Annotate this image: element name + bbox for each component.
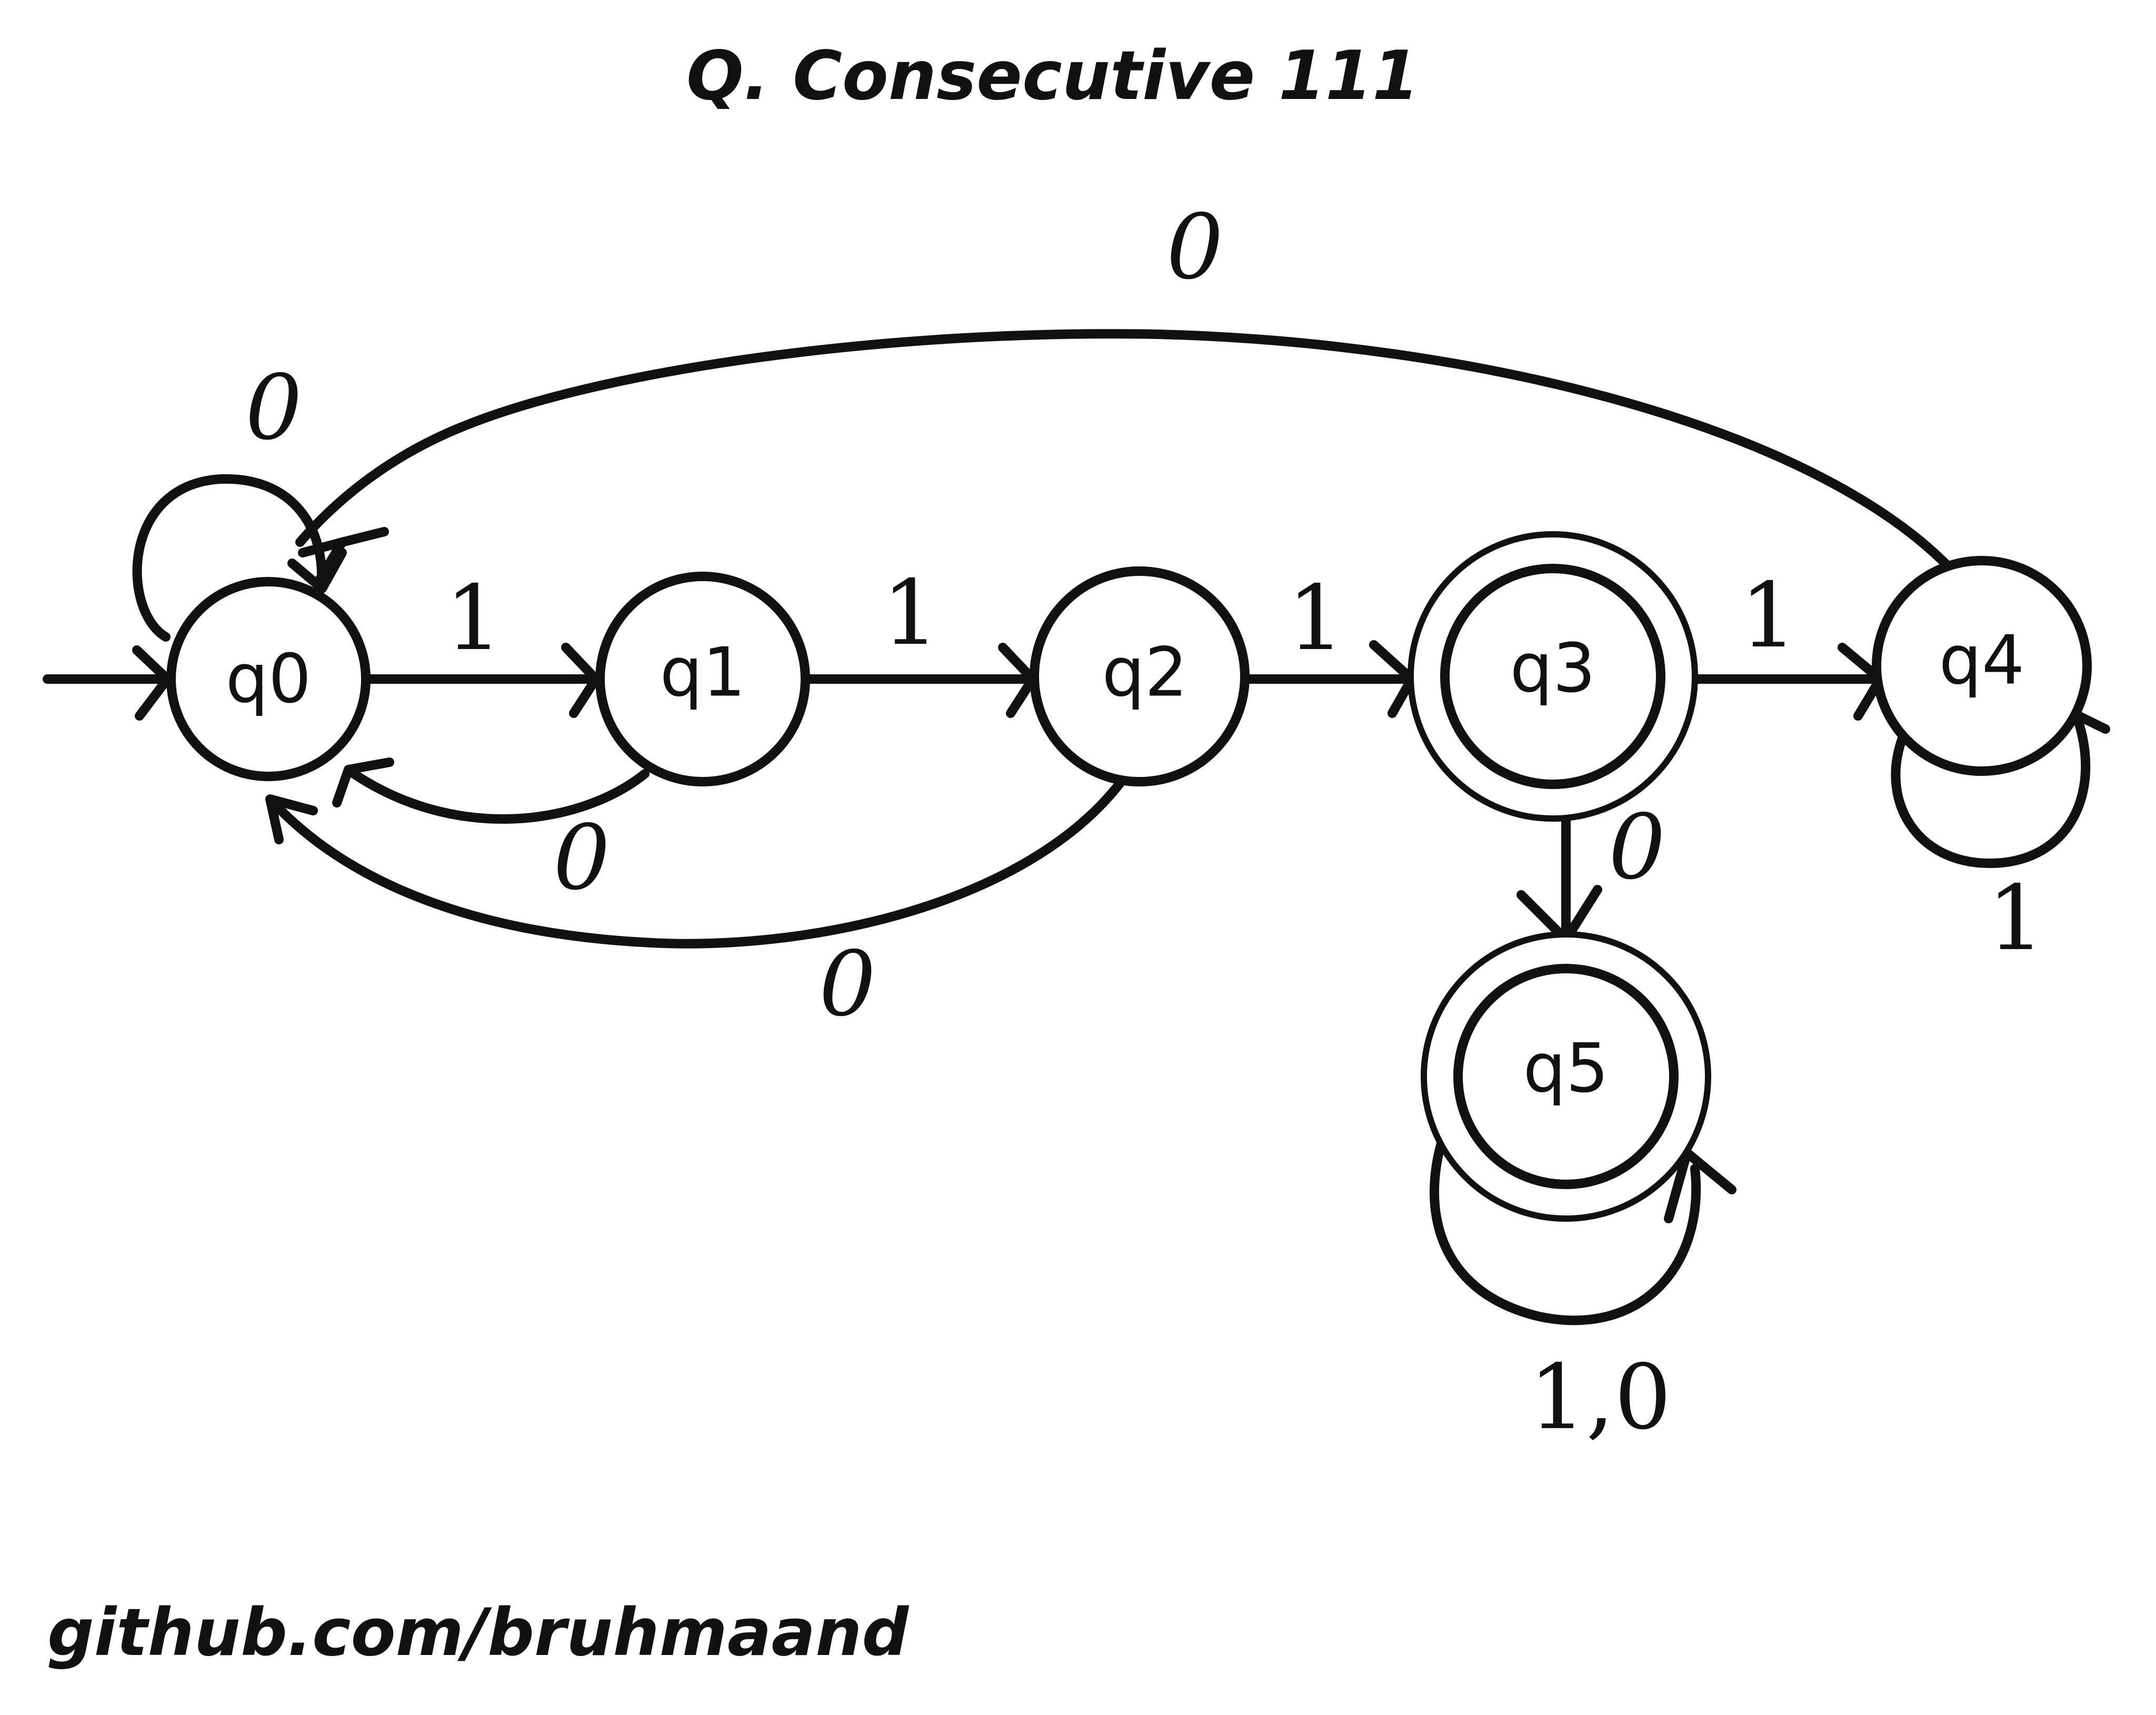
state-q0-label: q0: [226, 640, 312, 719]
state-q5-label: q5: [1523, 1030, 1609, 1108]
label-q2-q0: 0: [819, 932, 876, 1036]
label-q2-q3: 1: [1287, 566, 1344, 671]
state-q4[interactable]: q4: [1872, 556, 2092, 776]
label-q1-q0: 0: [553, 806, 610, 910]
footer-attribution: github.com/bruhmaand: [47, 1595, 909, 1671]
state-q1-label: q1: [660, 634, 746, 712]
state-q3-label: q3: [1510, 630, 1596, 708]
diagram-title: Q. Consecutive 111: [686, 37, 1420, 115]
edge-q3-q5: [1516, 811, 1602, 944]
state-q5-accepting[interactable]: q5: [1421, 931, 1711, 1222]
edge-q4-q0: [295, 329, 1958, 586]
start-arrow: [43, 645, 172, 721]
edge-q1-q0: [332, 757, 650, 824]
label-q0-self: 0: [245, 356, 302, 460]
edge-q2-q0: [265, 777, 1126, 949]
state-q4-label: q4: [1939, 622, 2025, 700]
state-q3-accepting[interactable]: q3: [1408, 531, 1698, 822]
label-q1-q2: 1: [882, 561, 939, 665]
label-q3-q5: 0: [1609, 795, 1665, 900]
state-q2[interactable]: q2: [1030, 566, 1250, 786]
state-q1[interactable]: q1: [595, 572, 810, 786]
state-q2-label: q2: [1102, 634, 1188, 712]
state-q0[interactable]: q0: [166, 577, 371, 781]
label-q4-q0: 0: [1166, 195, 1223, 300]
label-q0-q1: 1: [445, 566, 502, 671]
label-q4-self: 1: [1988, 866, 2044, 971]
label-q5-self: 1,0: [1529, 1345, 1671, 1450]
label-q3-q4: 1: [1740, 564, 1797, 668]
